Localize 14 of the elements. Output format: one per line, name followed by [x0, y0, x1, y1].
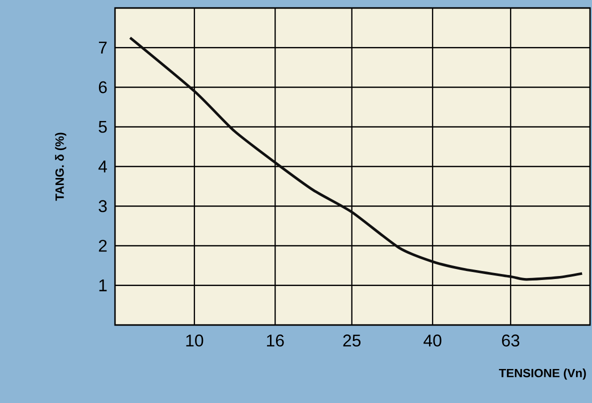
y-tick-label: 1 [99, 280, 107, 292]
x-tick-label: 40 [424, 334, 442, 347]
y-tick-label: 5 [98, 120, 107, 133]
y-axis-title: TANG. δ (%) [55, 132, 66, 201]
y-tick-label: 6 [98, 81, 107, 94]
x-tick-label: 25 [343, 334, 361, 347]
y-tick-label: 3 [98, 200, 107, 212]
x-tick-label: 63 [502, 334, 520, 347]
x-axis-title: TENSIONE (Vn) [498, 368, 586, 380]
x-tick-label: 16 [267, 334, 284, 347]
y-tick-label: 4 [98, 160, 107, 172]
y-tick-label: 2 [98, 240, 107, 252]
x-tick-label: 10 [186, 334, 204, 347]
y-tick-label: 7 [98, 42, 107, 54]
